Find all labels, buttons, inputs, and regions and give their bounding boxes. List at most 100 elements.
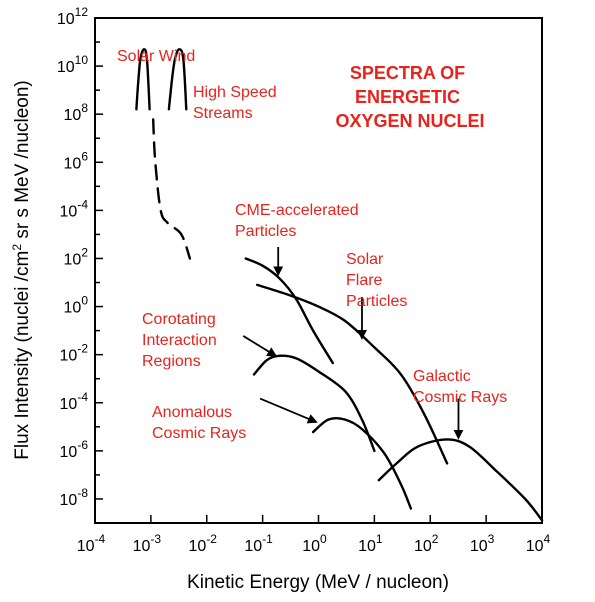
- y-tick-exp: -4: [77, 197, 88, 211]
- x-tick-base: 10: [526, 538, 544, 555]
- y-axis-title-post: sr s MeV /nucleon): [12, 80, 33, 244]
- x-tick-label: 101: [358, 532, 383, 555]
- y-tick-label: 10-6: [60, 438, 89, 461]
- annotation-corotating: Corotating Interaction Regions: [142, 311, 221, 370]
- x-tick-label: 10-4: [77, 532, 106, 555]
- curve-anomalous-cosmic-rays: [311, 417, 413, 510]
- plot-frame: [94, 17, 543, 524]
- y-tick-label: 1012: [57, 5, 88, 28]
- annotation-anomalous: Anomalous Cosmic Rays: [152, 404, 246, 442]
- y-tick-base: 10: [60, 396, 78, 413]
- x-tick-exp: 1: [376, 532, 383, 546]
- x-tick-base: 10: [244, 538, 262, 555]
- y-tick-exp: -6: [77, 438, 88, 452]
- annotation-high-speed-streams-line-1: High Speed: [193, 84, 277, 101]
- y-tick-base: 10: [60, 348, 78, 365]
- y-tick-exp: 0: [81, 294, 88, 308]
- annotation-corotating-line-2: Interaction: [142, 332, 217, 349]
- y-tick-exp: 2: [81, 245, 88, 259]
- y-tick-base: 10: [60, 203, 78, 220]
- curve-solar-wind-tail: [152, 118, 192, 260]
- y-tick-base: 10: [64, 300, 82, 317]
- x-tick-label: 102: [414, 532, 439, 555]
- annotation-solar-wind-line-1: Solar Wind: [117, 48, 195, 65]
- y-tick-base: 10: [64, 251, 82, 268]
- y-tick-exp: -4: [77, 390, 88, 404]
- x-tick-exp: -2: [206, 532, 217, 546]
- annotation-solar-flare-line-1: Solar: [346, 251, 384, 268]
- y-tick-label: 1010: [57, 53, 88, 76]
- y-tick-label: 10-4: [60, 197, 89, 220]
- annotation-solar-wind: Solar Wind: [117, 48, 195, 65]
- annotation-galactic-line-2: Cosmic Rays: [413, 389, 507, 406]
- x-tick-label: 100: [302, 532, 327, 555]
- x-tick-exp: -4: [95, 532, 106, 546]
- annotation-corotating-line-3: Regions: [142, 353, 201, 370]
- y-tick-base: 10: [60, 444, 78, 461]
- annotation-galactic-line-1: Galactic: [413, 368, 471, 385]
- y-tick-base: 10: [64, 107, 82, 124]
- y-tick-base: 10: [57, 59, 75, 76]
- x-tick-exp: -1: [262, 532, 273, 546]
- y-tick-base: 10: [64, 155, 82, 172]
- x-tick-base: 10: [470, 538, 488, 555]
- x-tick-label: 103: [470, 532, 495, 555]
- curve-cme-accelerated: [244, 257, 334, 365]
- y-tick-exp: 6: [81, 149, 88, 163]
- x-tick-base: 10: [77, 538, 95, 555]
- x-tick-exp: 2: [432, 532, 439, 546]
- x-tick-label: 10-2: [189, 532, 218, 555]
- y-axis-title: Flux Intensity (nuclei /cm2 sr s MeV /nu…: [10, 80, 33, 459]
- title-line-2: ENERGETIC: [355, 87, 460, 107]
- y-tick-label: 108: [64, 101, 89, 124]
- y-tick-exp: -2: [77, 342, 88, 356]
- annotation-anomalous-line-2: Cosmic Rays: [152, 425, 246, 442]
- arrow-corotating: [242, 335, 278, 357]
- annotation-high-speed-streams: High Speed Streams: [193, 84, 281, 122]
- x-tick-exp: -3: [150, 532, 161, 546]
- spectra-curves: [135, 48, 544, 522]
- x-tick-label: 10-1: [244, 532, 273, 555]
- x-tick-base: 10: [358, 538, 376, 555]
- annotation-solar-flare: Solar Flare Particles: [346, 251, 407, 310]
- y-axis-title-sup: 2: [10, 244, 24, 251]
- y-tick-label: 10-4: [60, 390, 89, 413]
- annotation-cme-accelerated-line-1: CME-accelerated: [235, 202, 359, 219]
- y-tick-label: 10-8: [60, 486, 89, 509]
- annotation-cme-accelerated-line-2: Particles: [235, 223, 296, 240]
- x-tick-label: 10-3: [133, 532, 162, 555]
- y-tick-exp: 12: [75, 5, 89, 19]
- y-tick-exp: 10: [75, 53, 89, 67]
- x-tick-base: 10: [133, 538, 151, 555]
- x-axis-ticks: 10-4 10-3 10-2 10-1 100 101 102 103 104: [77, 515, 551, 555]
- x-tick-base: 10: [189, 538, 207, 555]
- curve-high-speed-streams: [167, 48, 188, 111]
- x-tick-label: 104: [526, 532, 551, 555]
- y-tick-exp: -8: [77, 486, 88, 500]
- annotation-corotating-line-1: Corotating: [142, 311, 216, 328]
- x-tick-base: 10: [414, 538, 432, 555]
- y-tick-base: 10: [57, 11, 75, 28]
- title-line-3: OXYGEN NUCLEI: [335, 111, 484, 131]
- annotation-galactic: Galactic Cosmic Rays: [413, 368, 507, 406]
- annotation-arrows: [242, 247, 464, 440]
- x-tick-exp: 4: [544, 532, 551, 546]
- annotation-solar-flare-line-3: Particles: [346, 293, 407, 310]
- y-tick-label: 106: [64, 149, 89, 172]
- arrow-anomalous: [259, 397, 318, 424]
- y-tick-label: 100: [64, 294, 89, 317]
- annotation-high-speed-streams-line-2: Streams: [193, 105, 253, 122]
- title-line-1: SPECTRA OF: [350, 63, 465, 83]
- y-tick-label: 10-2: [60, 342, 89, 365]
- annotation-solar-flare-line-2: Flare: [346, 272, 383, 289]
- x-tick-exp: 3: [488, 532, 495, 546]
- y-tick-label: 102: [64, 245, 89, 268]
- x-tick-exp: 0: [320, 532, 327, 546]
- x-axis-title: Kinetic Energy (MeV / nucleon): [187, 572, 449, 593]
- y-tick-exp: 8: [81, 101, 88, 115]
- curve-corotating-interaction: [252, 354, 376, 453]
- curve-galactic-cosmic-rays: [377, 438, 544, 522]
- y-tick-base: 10: [60, 492, 78, 509]
